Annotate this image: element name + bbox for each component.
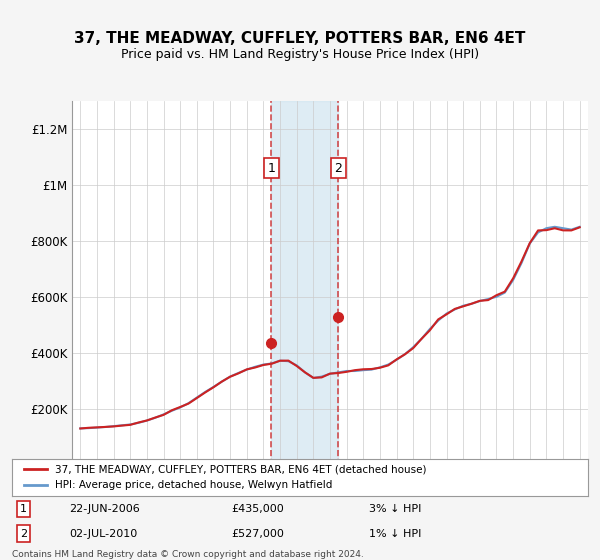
Text: 22-JUN-2006: 22-JUN-2006 xyxy=(70,504,140,514)
Text: 02-JUL-2010: 02-JUL-2010 xyxy=(70,529,138,539)
Text: 37, THE MEADWAY, CUFFLEY, POTTERS BAR, EN6 4ET (detached house): 37, THE MEADWAY, CUFFLEY, POTTERS BAR, E… xyxy=(55,464,427,474)
Text: £527,000: £527,000 xyxy=(231,529,284,539)
Text: Contains HM Land Registry data © Crown copyright and database right 2024.
This d: Contains HM Land Registry data © Crown c… xyxy=(12,550,364,560)
Text: Price paid vs. HM Land Registry's House Price Index (HPI): Price paid vs. HM Land Registry's House … xyxy=(121,48,479,60)
Text: 2: 2 xyxy=(20,529,27,539)
Text: 3% ↓ HPI: 3% ↓ HPI xyxy=(369,504,421,514)
Text: £435,000: £435,000 xyxy=(231,504,284,514)
Text: 37, THE MEADWAY, CUFFLEY, POTTERS BAR, EN6 4ET: 37, THE MEADWAY, CUFFLEY, POTTERS BAR, E… xyxy=(74,31,526,46)
Text: 1: 1 xyxy=(20,504,27,514)
Text: 1% ↓ HPI: 1% ↓ HPI xyxy=(369,529,421,539)
Text: 1: 1 xyxy=(268,161,275,175)
Text: 2: 2 xyxy=(334,161,342,175)
Bar xyxy=(271,101,338,465)
Text: HPI: Average price, detached house, Welwyn Hatfield: HPI: Average price, detached house, Welw… xyxy=(55,480,332,491)
